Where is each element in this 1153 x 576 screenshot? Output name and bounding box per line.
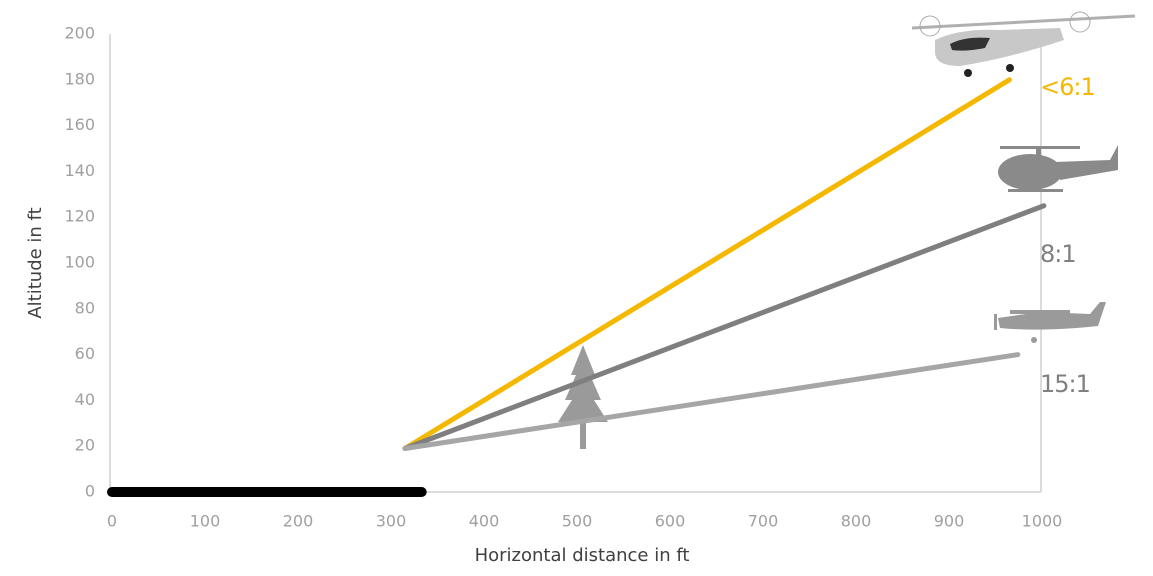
x-tick-label: 1000 [1022, 512, 1063, 531]
helicopter-icon [998, 145, 1118, 192]
x-tick-label: 0 [107, 512, 117, 531]
series-line [405, 206, 1044, 449]
y-tick-label: 40 [75, 390, 95, 409]
y-tick-label: 180 [64, 69, 95, 88]
y-tick-label: 200 [64, 24, 95, 43]
x-tick-label: 100 [190, 512, 221, 531]
x-tick-label: 200 [283, 512, 314, 531]
x-tick-label: 900 [934, 512, 965, 531]
evtol-icon [912, 12, 1135, 77]
x-tick-label: 800 [841, 512, 872, 531]
y-tick-label: 140 [64, 161, 95, 180]
y-tick-label: 60 [75, 344, 95, 363]
series-label: 15:1 [1040, 370, 1090, 398]
plane-icon [994, 302, 1106, 343]
y-tick-label: 80 [75, 298, 95, 317]
y-tick-label: 0 [85, 482, 95, 501]
x-tick-label: 400 [469, 512, 500, 531]
series-label: 8:1 [1040, 240, 1076, 268]
tree-icon [558, 345, 608, 449]
y-tick-label: 160 [64, 115, 95, 134]
x-tick-label: 300 [376, 512, 407, 531]
x-axis-title: Horizontal distance in ft [475, 545, 690, 566]
y-axis-title: Altitude in ft [25, 207, 46, 318]
x-tick-label: 600 [655, 512, 686, 531]
x-tick-label: 500 [562, 512, 593, 531]
y-tick-label: 20 [75, 436, 95, 455]
series-label: <6:1 [1040, 73, 1095, 101]
y-tick-label: 120 [64, 207, 95, 226]
y-tick-label: 100 [64, 253, 95, 272]
series-line [405, 355, 1018, 449]
chart: Horizontal distance in ft Altitude in ft… [0, 0, 1153, 576]
series-line [405, 80, 1010, 449]
x-tick-label: 700 [748, 512, 779, 531]
